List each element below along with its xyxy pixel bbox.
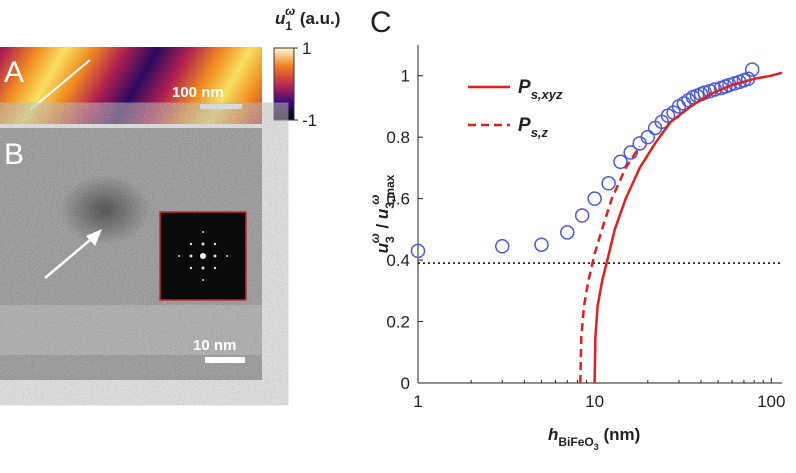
y-tick-label: 0.2 <box>386 313 410 332</box>
tem-defect <box>60 175 150 245</box>
panel-label: B <box>4 138 24 171</box>
data-point <box>534 237 549 252</box>
data-point <box>623 145 638 160</box>
arrow <box>44 234 97 279</box>
y-tick-label: 0 <box>401 374 410 393</box>
colorbar <box>273 47 295 121</box>
panel-b: B 10 nm <box>0 128 262 380</box>
legend-name: P <box>518 77 531 98</box>
arrow-head <box>86 229 102 246</box>
legend-label: Ps,z <box>518 115 549 140</box>
panel-a: A 100 nm u1ω (a.u.) 1 -1 <box>0 4 340 130</box>
data-point <box>495 239 510 254</box>
x-axis-label: hBiFeO3 (nm) <box>548 425 640 452</box>
fft-spots <box>178 231 228 281</box>
line-cut <box>29 59 91 111</box>
scale-bar-label: 10 nm <box>193 337 236 354</box>
data-point <box>744 62 760 77</box>
legend-subscript: s,xyz <box>531 87 563 102</box>
scale-bar <box>200 104 242 109</box>
model-curve <box>593 71 783 384</box>
x-tick-label: 1 <box>413 392 422 411</box>
data-point <box>613 154 628 170</box>
legend-name: P <box>518 115 531 136</box>
colorbar-tick-label: 1 <box>302 39 311 58</box>
data-point <box>640 129 656 145</box>
legend-subscript: s,z <box>531 125 549 140</box>
y-tick-label: 0.6 <box>386 190 410 209</box>
scale-bar-label: 100 nm <box>172 84 224 101</box>
x-tick-label: 10 <box>585 392 604 411</box>
data-point <box>560 225 575 240</box>
tem-band <box>0 305 262 355</box>
data-point <box>601 176 616 191</box>
model-curve <box>579 145 641 384</box>
y-tick-label: 0.4 <box>386 251 410 270</box>
panel-label: C <box>370 6 392 39</box>
data-point <box>587 191 602 206</box>
heatmap <box>0 47 262 124</box>
data-point <box>574 208 590 223</box>
x-tick-label: 100 <box>757 392 785 411</box>
y-tick-label: 1 <box>401 67 410 86</box>
y-axis-label: u3ω / u3,maxω <box>368 174 397 253</box>
y-tick-label: 0.8 <box>386 128 410 147</box>
colorbar-label: u1ω (a.u.) <box>275 4 340 33</box>
scale-bar <box>205 357 245 363</box>
data-point <box>410 243 426 259</box>
panel-label: A <box>4 56 24 89</box>
legend-label: Ps,xyz <box>518 77 563 102</box>
colorbar-tick-label: -1 <box>302 111 317 130</box>
